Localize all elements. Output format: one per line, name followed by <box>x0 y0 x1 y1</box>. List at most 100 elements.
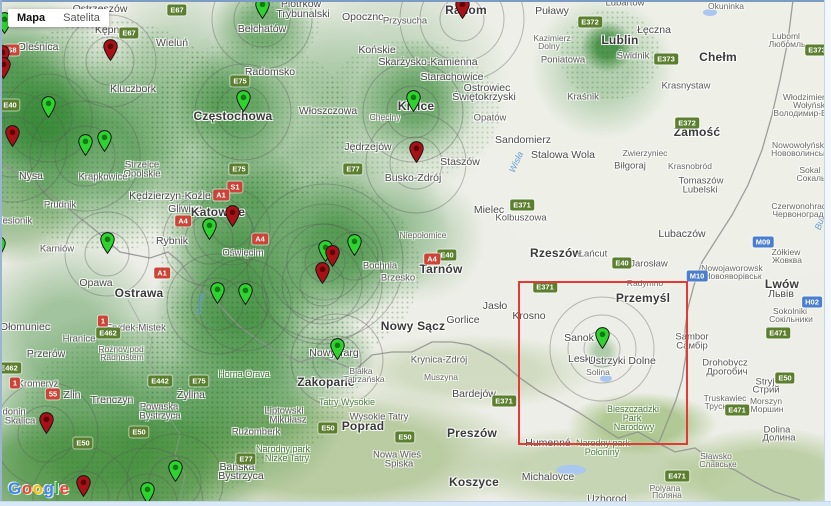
pin-range-ring <box>399 0 525 82</box>
place-label: Львів <box>768 288 794 300</box>
pin-range-ring <box>126 433 224 506</box>
place-label: Radomsko <box>244 66 296 78</box>
map-pin-green[interactable] <box>405 90 421 112</box>
road-badge: 1 <box>97 315 109 327</box>
place-label: Kromeryż <box>17 378 59 390</box>
map-pin-green[interactable] <box>209 282 225 304</box>
road-badge: H02 <box>802 296 822 308</box>
place-label: Bochnia <box>362 260 398 272</box>
road-badge: E77 <box>236 453 256 465</box>
place-label: Przemyśl <box>615 291 671 305</box>
road-badge: E372 <box>578 16 602 28</box>
map-pin-green[interactable] <box>237 283 253 305</box>
place-label: Białka <box>349 366 373 376</box>
place-label: Radhoštem <box>100 352 144 362</box>
place-label: Powaska <box>139 401 179 413</box>
map-pin-green[interactable] <box>235 90 251 112</box>
window-edge-top <box>0 0 831 2</box>
selection-rectangle[interactable] <box>518 281 688 445</box>
pin-range-ring <box>54 125 116 187</box>
place-label: Tatrzańska <box>343 374 385 384</box>
google-logo-letter: e <box>59 479 70 498</box>
google-logo[interactable]: Google <box>8 479 70 499</box>
window-edge-right[interactable] <box>824 0 831 506</box>
map-pin-green[interactable] <box>167 460 183 482</box>
road-badge: E75 <box>230 75 250 87</box>
map-pin-red[interactable] <box>314 262 330 284</box>
place-label: Prudnik <box>43 199 77 211</box>
place-label: Sanok <box>564 332 594 344</box>
place-label: Piotrków <box>280 0 322 10</box>
place-label: Tomaszów <box>678 175 724 187</box>
map-pin-red[interactable] <box>324 245 340 267</box>
park-label: Połoniny <box>584 447 620 457</box>
place-label: Biłgoraj <box>614 160 646 172</box>
pin-range-ring <box>29 100 141 212</box>
map-pin-green[interactable] <box>329 338 345 360</box>
road-badge: 1 <box>9 377 21 389</box>
place-label: Sambor <box>675 331 709 343</box>
pin-range-ring <box>567 314 637 384</box>
place-label: Sławsko <box>700 451 732 461</box>
road-badge: E373 <box>654 53 678 65</box>
road-badge: E50 <box>129 426 149 438</box>
road-badge: A4 <box>252 233 268 245</box>
place-label: Poprad <box>341 419 385 433</box>
map-pin-red[interactable] <box>75 475 91 497</box>
pin-range-ring <box>312 335 362 385</box>
road-badge: E471 <box>725 404 749 416</box>
pin-range-ring <box>211 0 313 70</box>
place-label: Świdnik <box>616 50 650 62</box>
lake <box>556 465 586 475</box>
park-label: Narodowy <box>613 422 655 432</box>
map-pin-green[interactable] <box>254 0 270 19</box>
place-label: Lubelski <box>682 184 718 196</box>
map-pin-green[interactable] <box>96 130 112 152</box>
road-badge: A1 <box>213 189 229 201</box>
map-pin-green[interactable] <box>201 218 217 240</box>
map-pin-red[interactable] <box>454 0 470 19</box>
place-label: Polyana <box>649 483 681 493</box>
place-label: Bystrzyca <box>218 470 264 482</box>
road-badge: E75 <box>189 375 209 387</box>
place-label: Nysa <box>19 170 43 182</box>
place-label: Gliwice <box>168 203 202 215</box>
place-label: Frydek-Mistek <box>106 322 166 334</box>
map-type-control[interactable]: Mapa Satelita <box>8 9 109 27</box>
road-badge: E50 <box>395 431 415 443</box>
place-label: Poniatowa <box>540 54 586 66</box>
place-label: Trybunalski <box>276 8 330 20</box>
pin-range-ring <box>266 203 384 321</box>
place-label: Lesko <box>567 353 597 365</box>
road-badge: E372 <box>675 117 699 129</box>
map-pin-green[interactable] <box>40 96 56 118</box>
place-label: Włoszczowa <box>298 105 358 117</box>
road-badge: E462 <box>96 327 120 339</box>
map-pin-green[interactable] <box>594 327 610 349</box>
map-pin-red[interactable] <box>408 141 424 163</box>
map-pin-red[interactable] <box>102 39 118 61</box>
map-button[interactable]: Mapa <box>8 9 55 27</box>
pin-range-ring <box>3 73 93 163</box>
map-pin-green[interactable] <box>346 234 362 256</box>
satellite-button[interactable]: Satelita <box>54 9 109 27</box>
map-pin-red[interactable] <box>38 412 54 434</box>
map-pin-green[interactable] <box>99 232 115 254</box>
place-label: Lubaczów <box>658 228 706 240</box>
place-label: Solina <box>586 367 610 377</box>
map-pin-red[interactable] <box>4 125 20 147</box>
place-label: Wysokie Tatry <box>349 411 409 423</box>
country-border-south <box>0 162 801 501</box>
place-label: Jarosław <box>630 258 668 270</box>
place-label: Нововолинськ <box>771 148 827 158</box>
window-edge-bottom[interactable] <box>0 501 831 506</box>
place-label: Staszów <box>440 156 480 168</box>
place-label: Opatów <box>473 112 507 124</box>
map-pin-green[interactable] <box>77 134 93 156</box>
pin-range-ring <box>23 93 73 143</box>
pin-range-ring <box>17 405 75 463</box>
map-pin-red[interactable] <box>224 205 240 227</box>
pin-range-ring <box>362 61 464 163</box>
park-label: Bieszczadzki <box>606 404 660 414</box>
